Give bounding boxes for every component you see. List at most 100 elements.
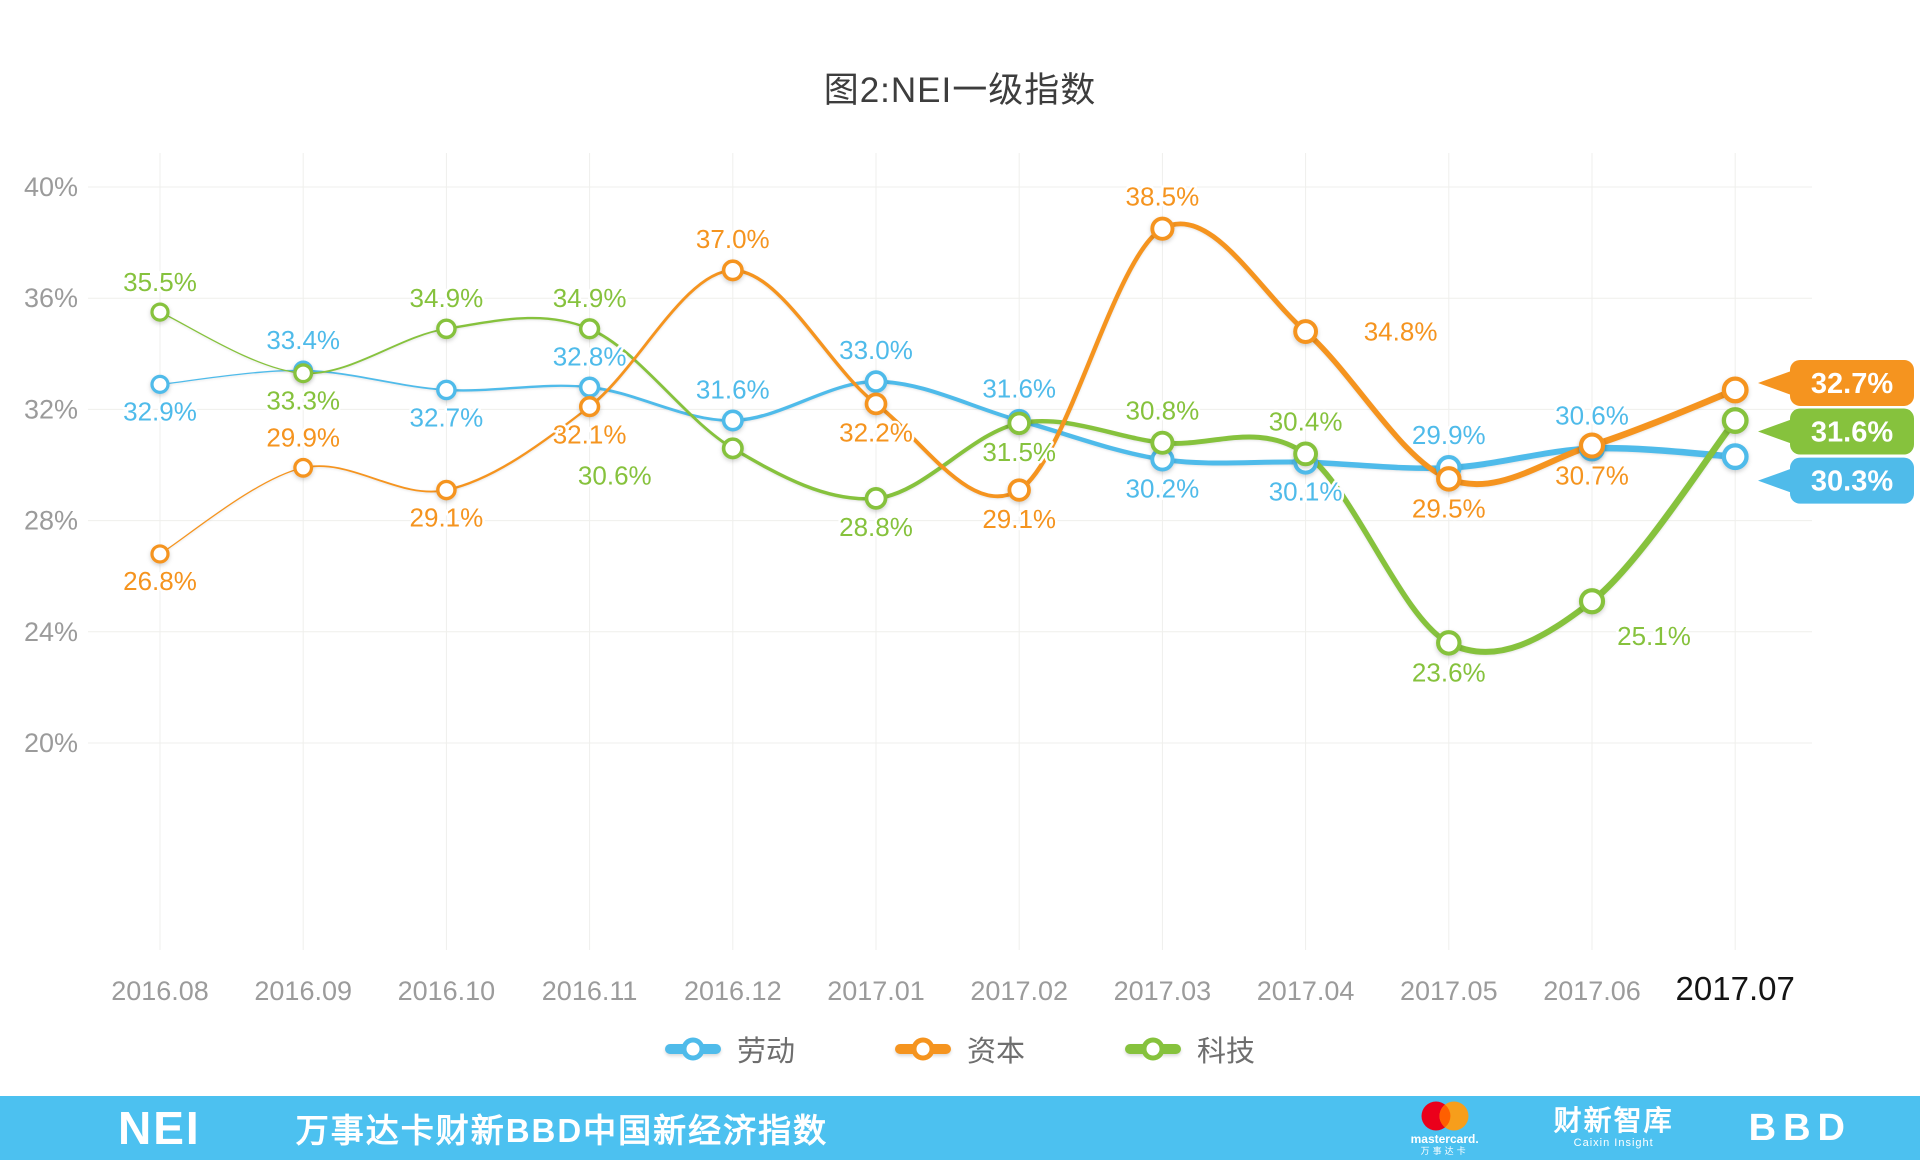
point-value-label: 29.1% (982, 504, 1056, 534)
x-tick-label-current: 2017.07 (1676, 970, 1795, 1007)
line-segment (1302, 328, 1452, 482)
badge-arrow-icon (1758, 369, 1794, 396)
line-segment (588, 268, 735, 409)
point-value-label: 32.1% (553, 420, 627, 450)
legend-label: 资本 (966, 1036, 1025, 1068)
point-value-label: 29.9% (1412, 420, 1486, 450)
line-segment (731, 446, 878, 501)
chart-title: 图2:NEI一级指数 (823, 71, 1097, 110)
data-point-marker (721, 259, 744, 282)
point-value-label: 32.9% (123, 396, 197, 426)
data-point-marker (1578, 588, 1606, 615)
mastercard-circles-icon (1421, 1101, 1469, 1131)
gridlines (88, 153, 1812, 950)
data-point-marker (578, 376, 601, 398)
line-segment (1445, 442, 1595, 487)
line-segment (1588, 417, 1739, 605)
legend-marker-dot-icon (681, 1037, 705, 1061)
badge-arrow-icon (1758, 418, 1794, 445)
chart-legend: 劳动 资本 科技 (0, 1028, 1920, 1070)
badge-arrow-icon (1758, 467, 1794, 494)
series-line-科技 (159, 311, 1739, 655)
data-point-marker (1293, 441, 1318, 467)
line-segment (874, 379, 1022, 423)
mastercard-label: mastercard. (1410, 1132, 1479, 1146)
badge-body (1790, 359, 1914, 406)
data-point-marker (150, 302, 170, 322)
x-tick-label: 2016.11 (542, 976, 638, 1006)
point-value-label: 30.6% (1555, 400, 1629, 430)
line-segment (445, 316, 591, 330)
point-value-label: 34.8% (1364, 317, 1438, 347)
data-point-marker (1721, 407, 1749, 434)
point-value-label: 29.5% (1412, 494, 1486, 524)
data-point-marker (436, 479, 457, 501)
data-point-marker (293, 363, 314, 384)
line-segment (874, 401, 1022, 499)
series-line-劳动 (159, 369, 1739, 471)
line-segment (731, 268, 878, 406)
footer-bar: NEI 万事达卡财新BBD中国新经济指数 mastercard. 万事达卡 财新… (0, 1096, 1920, 1160)
x-tick-label: 2016.08 (111, 976, 209, 1006)
point-value-label: 30.2% (1126, 474, 1200, 504)
legend-label: 科技 (1197, 1036, 1256, 1068)
nei-logo: NEI (118, 1102, 201, 1154)
data-point-marker (864, 370, 888, 393)
x-tick-label: 2017.05 (1400, 976, 1498, 1006)
line-segment (159, 467, 304, 555)
data-point-marker (721, 409, 744, 432)
legend-item-科技[interactable]: 科技 (1125, 1028, 1255, 1070)
point-value-label: 33.4% (266, 325, 340, 355)
data-point-marker (1007, 411, 1031, 436)
data-point-marker (436, 379, 457, 401)
y-tick-label: 32% (24, 394, 78, 424)
point-value-label: 26.8% (123, 566, 197, 596)
line-segment (731, 379, 878, 423)
point-value-label: 34.9% (410, 283, 484, 313)
point-value-label: 35.5% (123, 267, 197, 297)
point-value-label: 30.4% (1269, 406, 1343, 436)
series-points-科技: 35.5% 33.3% 34.9% 34.9% 30.6% 28.8% 31.5% 30.8%… (121, 265, 1749, 690)
data-point-marker (1150, 216, 1175, 241)
legend-marker-icon (894, 1037, 951, 1061)
series-line-资本 (159, 221, 1739, 555)
line-segment (1159, 221, 1309, 335)
point-value-label: 30.1% (1269, 477, 1343, 507)
data-point-marker (1007, 478, 1031, 502)
y-tick-label: 28% (24, 506, 78, 536)
data-point-marker (1578, 432, 1606, 459)
x-tick-label: 2016.10 (398, 976, 496, 1006)
data-point-marker (1721, 376, 1749, 404)
point-value-label: 30.7% (1555, 461, 1629, 491)
data-point-marker (1436, 630, 1462, 656)
line-segment (874, 421, 1022, 501)
data-point-marker (150, 544, 170, 564)
y-tick-label: 36% (24, 283, 78, 313)
legend-marker-dot-icon (1141, 1037, 1165, 1061)
data-point-marker (1150, 430, 1175, 455)
x-tick-label: 2017.03 (1114, 976, 1212, 1006)
legend-label: 劳动 (736, 1036, 795, 1068)
data-point-marker (1721, 443, 1749, 471)
line-segment (1016, 418, 1165, 445)
point-value-label: 28.8% (839, 512, 913, 542)
line-segment (159, 311, 304, 374)
end-badge-科技: 31.6% (1758, 408, 1914, 455)
data-point-marker (293, 457, 314, 478)
data-point-marker (578, 395, 601, 418)
end-value-badges: 32.7% 31.6% 30.3% (1758, 359, 1914, 504)
legend-item-劳动[interactable]: 劳动 (664, 1028, 795, 1070)
footer-title: 万事达卡财新BBD中国新经济指数 (295, 1112, 829, 1149)
legend-marker-icon (1125, 1037, 1181, 1061)
point-value-label: 25.1% (1617, 621, 1691, 651)
line-segment (1445, 598, 1595, 655)
point-value-label: 37.0% (696, 224, 770, 254)
point-value-label: 29.9% (266, 422, 340, 452)
data-point-marker (1293, 319, 1318, 344)
point-value-label: 32.8% (553, 341, 627, 371)
data-point-marker (864, 487, 888, 510)
line-segment (302, 369, 448, 391)
x-tick-label: 2016.09 (254, 976, 352, 1006)
point-value-label: 31.5% (982, 437, 1056, 467)
legend-item-资本[interactable]: 资本 (894, 1028, 1025, 1070)
